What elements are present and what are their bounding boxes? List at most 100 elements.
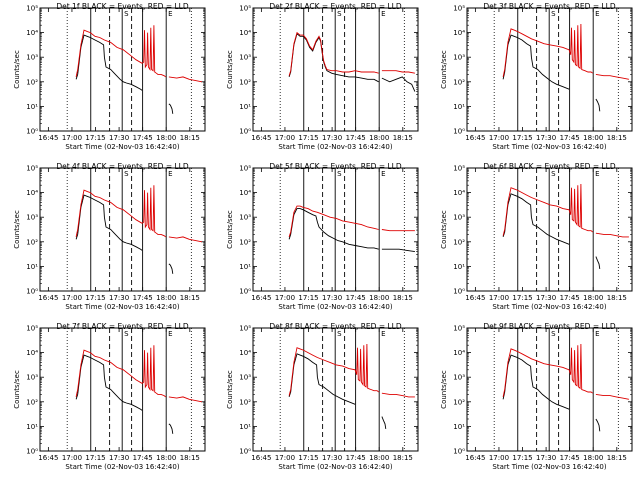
- y-axis-label: Counts/sec: [13, 50, 21, 89]
- y-tick-label: 10⁵: [239, 165, 251, 173]
- lld-tail-line: [595, 232, 629, 238]
- y-tick-label: 10²: [453, 238, 465, 246]
- x-tick-label: 18:00: [583, 454, 603, 462]
- marker-label: S: [551, 170, 556, 178]
- x-tick-label: 17:15: [512, 454, 532, 462]
- x-tick-label: 18:00: [583, 134, 603, 142]
- x-tick-label: 17:30: [109, 294, 129, 302]
- y-tick-label: 10⁴: [239, 189, 251, 197]
- y-tick-label: 10⁴: [239, 29, 251, 37]
- y-tick-label: 10⁰: [239, 448, 251, 456]
- y-tick-label: 10¹: [453, 263, 465, 271]
- x-tick-label: 17:45: [346, 294, 366, 302]
- y-tick-label: 10⁴: [26, 349, 38, 357]
- x-tick-label: 17:00: [489, 294, 509, 302]
- lld-tail-line: [381, 392, 415, 398]
- panel-title: Det 4f BLACK = Events, RED = LLD: [56, 162, 189, 171]
- marker-label: E: [168, 170, 172, 178]
- y-tick-label: 10²: [239, 398, 251, 406]
- panel-8: Det 8f BLACK = Events, RED = LLD 10⁰ 10¹ 10…: [226, 322, 419, 471]
- x-tick-label: 16:45: [465, 134, 485, 142]
- x-axis-label: Start Time (02-Nov-03 16:42:40): [492, 143, 606, 151]
- y-tick-label: 10¹: [239, 423, 251, 431]
- panel-5: Det 5f BLACK = Events, RED = LLD 10⁰ 10¹ 10…: [226, 162, 419, 311]
- panel-4: Det 4f BLACK = Events, RED = LLD 10⁰ 10¹ 10…: [13, 162, 206, 311]
- y-tick-label: 10⁵: [26, 165, 38, 173]
- marker-label: S: [551, 330, 556, 338]
- events-tail-line: [595, 418, 601, 432]
- x-tick-label: 16:45: [251, 454, 271, 462]
- y-tick-label: 10⁵: [239, 5, 251, 13]
- x-tick-label: 17:30: [536, 294, 556, 302]
- panel-title: Det 6f BLACK = Events, RED = LLD: [483, 162, 616, 171]
- y-tick-label: 10¹: [239, 263, 251, 271]
- x-tick-label: 18:15: [607, 134, 627, 142]
- lld-tail-line: [168, 396, 202, 403]
- y-tick-label: 10²: [453, 398, 465, 406]
- y-tick-label: 10⁴: [239, 349, 251, 357]
- x-tick-label: 17:15: [298, 294, 318, 302]
- x-tick-label: 17:00: [275, 454, 295, 462]
- x-tick-label: 16:45: [38, 454, 58, 462]
- panel-3: Det 3f BLACK = Events, RED = LLD 10⁰ 10¹ 10…: [440, 2, 633, 151]
- x-tick-label: 18:15: [393, 454, 413, 462]
- x-tick-label: 17:00: [275, 134, 295, 142]
- y-tick-label: 10³: [239, 374, 251, 382]
- x-tick-label: 18:00: [369, 134, 389, 142]
- x-tick-label: 18:00: [369, 454, 389, 462]
- y-tick-label: 10⁵: [453, 5, 465, 13]
- y-tick-label: 10³: [26, 54, 38, 62]
- x-tick-label: 16:45: [38, 294, 58, 302]
- x-tick-label: 18:15: [180, 134, 200, 142]
- marker-label: E: [595, 10, 599, 18]
- lld-tail-line: [595, 73, 629, 80]
- y-tick-label: 10⁴: [26, 29, 38, 37]
- x-tick-label: 17:30: [109, 454, 129, 462]
- panel-title: Det 5f BLACK = Events, RED = LLD: [269, 162, 402, 171]
- x-tick-label: 17:00: [489, 134, 509, 142]
- y-tick-label: 10²: [239, 238, 251, 246]
- x-tick-label: 17:15: [85, 134, 105, 142]
- y-tick-label: 10⁵: [453, 165, 465, 173]
- marker-label: S: [124, 170, 129, 178]
- x-tick-label: 17:15: [298, 134, 318, 142]
- x-tick-label: 17:45: [560, 454, 580, 462]
- y-tick-label: 10³: [26, 214, 38, 222]
- x-axis-label: Start Time (02-Nov-03 16:42:40): [278, 303, 392, 311]
- y-tick-label: 10¹: [26, 423, 38, 431]
- x-tick-label: 17:15: [512, 294, 532, 302]
- y-axis-label: Counts/sec: [440, 50, 448, 89]
- y-axis-label: Counts/sec: [440, 370, 448, 409]
- panel-title: Det 8f BLACK = Events, RED = LLD: [269, 322, 402, 331]
- x-axis-label: Start Time (02-Nov-03 16:42:40): [278, 463, 392, 471]
- y-tick-label: 10⁴: [26, 189, 38, 197]
- x-axis-label: Start Time (02-Nov-03 16:42:40): [278, 143, 392, 151]
- x-tick-label: 17:15: [298, 454, 318, 462]
- x-tick-label: 16:45: [251, 294, 271, 302]
- y-tick-label: 10²: [239, 78, 251, 86]
- y-tick-label: 10¹: [453, 103, 465, 111]
- y-tick-label: 10¹: [239, 103, 251, 111]
- x-tick-label: 17:30: [322, 294, 342, 302]
- x-tick-label: 17:45: [133, 294, 153, 302]
- y-tick-label: 10²: [26, 238, 38, 246]
- events-series-line: [288, 33, 379, 83]
- marker-label: E: [595, 170, 599, 178]
- x-tick-label: 16:45: [38, 134, 58, 142]
- x-tick-label: 17:30: [536, 454, 556, 462]
- y-tick-label: 10³: [453, 214, 465, 222]
- y-tick-label: 10⁰: [453, 128, 465, 136]
- marker-label: S: [124, 10, 129, 18]
- x-tick-label: 17:00: [489, 454, 509, 462]
- y-axis-label: Counts/sec: [440, 210, 448, 249]
- x-axis-label: Start Time (02-Nov-03 16:42:40): [65, 143, 179, 151]
- panel-title: Det 2f BLACK = Events, RED = LLD: [269, 2, 402, 11]
- events-series-line: [288, 208, 379, 250]
- marker-label: S: [337, 10, 342, 18]
- events-series-line: [502, 193, 570, 245]
- x-tick-label: 18:00: [156, 134, 176, 142]
- y-tick-label: 10¹: [26, 263, 38, 271]
- x-tick-label: 17:45: [346, 134, 366, 142]
- panel-title: Det 7f BLACK = Events, RED = LLD: [56, 322, 189, 331]
